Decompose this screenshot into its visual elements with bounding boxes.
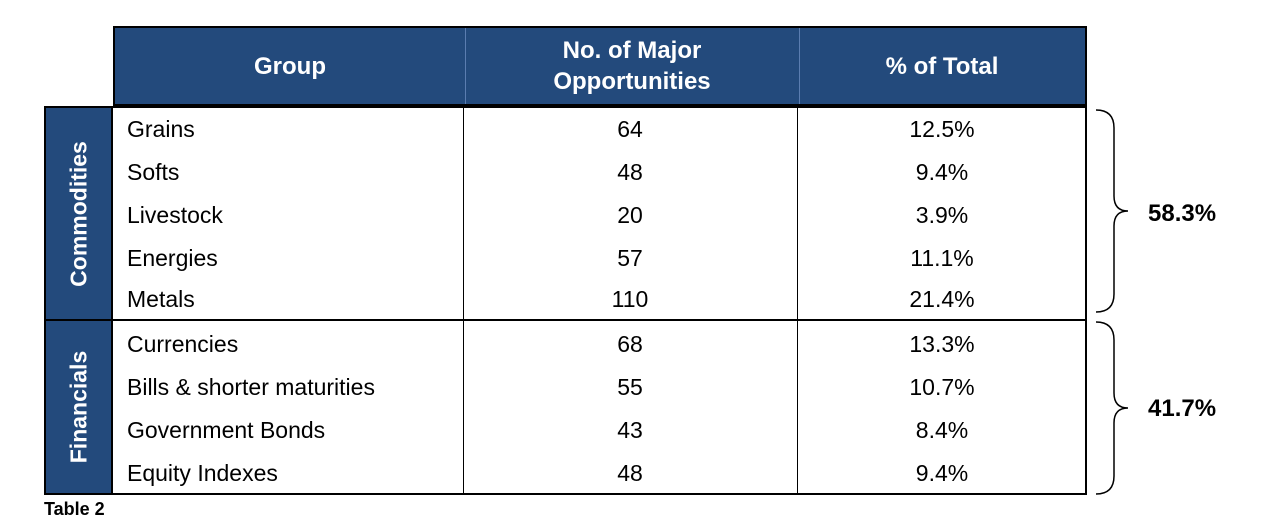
section-label-commodities: Commodities [44, 106, 113, 321]
row-count: 43 [617, 417, 643, 443]
row-percent: 3.9% [915, 202, 969, 228]
row-percent: 12.5% [909, 116, 975, 142]
row-count: 68 [617, 331, 643, 357]
table-row: Government Bonds 43 8.4% [113, 409, 1085, 452]
financials-brace-icon [1095, 321, 1129, 495]
row-percent: 11.1% [910, 245, 974, 271]
column-divider [797, 108, 798, 319]
table-row: Livestock 20 3.9% [113, 194, 1085, 237]
table-row: Bills & shorter maturities 55 10.7% [113, 366, 1085, 409]
row-name: Government Bonds [127, 417, 326, 443]
table-row: Energies 57 11.1% [113, 237, 1085, 280]
table-row: Currencies 68 13.3% [113, 323, 1085, 366]
row-percent: 9.4% [915, 159, 969, 185]
row-percent: 8.4% [915, 417, 969, 443]
table-header: Group No. of Major Opportunities % of To… [113, 26, 1087, 106]
header-group: Group [115, 28, 465, 104]
row-count: 48 [617, 159, 643, 185]
table-row: Equity Indexes 48 9.4% [113, 452, 1085, 495]
header-opportunities-line1: No. of Major [562, 37, 702, 64]
row-name: Energies [127, 245, 218, 271]
row-percent: 13.3% [909, 331, 975, 357]
table-caption: Table 2 [44, 499, 105, 519]
header-percent-label: % of Total [885, 52, 999, 80]
header-group-label: Group [254, 52, 326, 80]
commodities-total: 58.3% [1148, 200, 1217, 227]
table-row: Grains 64 12.5% [113, 108, 1085, 151]
header-opportunities: No. of Major Opportunities [465, 28, 799, 104]
row-count: 20 [617, 202, 643, 228]
row-name: Bills & shorter maturities [127, 374, 375, 400]
row-count: 48 [617, 460, 643, 486]
header-divider [465, 28, 466, 104]
table-row: Metals 110 21.4% [113, 278, 1085, 321]
row-name: Livestock [127, 202, 223, 228]
row-count: 64 [617, 116, 643, 142]
section-commodities: Grains 64 12.5% Softs 48 9.4% Livestock … [113, 106, 1087, 321]
row-percent: 9.4% [915, 460, 969, 486]
row-name: Metals [127, 286, 195, 312]
row-name: Softs [127, 159, 180, 185]
row-count: 57 [617, 245, 643, 271]
column-divider [463, 108, 464, 319]
column-divider [463, 321, 464, 493]
row-name: Grains [127, 116, 195, 142]
section-label-text: Financials [65, 350, 91, 464]
commodities-brace-icon [1095, 109, 1129, 313]
column-divider [797, 321, 798, 493]
row-name: Equity Indexes [127, 460, 278, 486]
header-divider [799, 28, 800, 104]
section-financials: Currencies 68 13.3% Bills & shorter matu… [113, 319, 1087, 495]
financials-total: 41.7% [1148, 395, 1217, 422]
table-row: Softs 48 9.4% [113, 151, 1085, 194]
header-percent: % of Total [799, 28, 1085, 104]
row-count: 55 [617, 374, 643, 400]
row-name: Currencies [127, 331, 239, 357]
section-label-text: Commodities [65, 140, 91, 287]
row-count: 110 [611, 286, 649, 312]
section-label-financials: Financials [44, 319, 113, 495]
row-percent: 21.4% [909, 286, 975, 312]
row-percent: 10.7% [909, 374, 975, 400]
header-opportunities-line2: Opportunities [553, 68, 711, 95]
